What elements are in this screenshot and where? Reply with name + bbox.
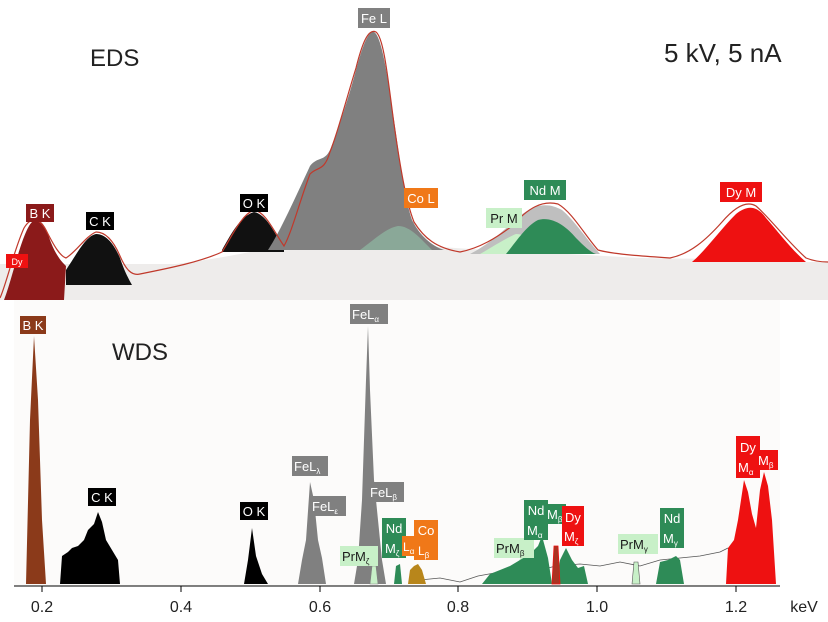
wds-label-fe-l-eta: FeLε — [310, 496, 346, 516]
wds-label-b-k-text: B K — [23, 318, 44, 333]
wds-label-pr-m-gamma: PrMγ — [618, 534, 658, 554]
wds-label-fe-l-eta-text: FeLε — [312, 499, 338, 516]
eds-peak-c-k — [66, 234, 132, 285]
wds-label-pr-m-zeta-text: PrMζ — [342, 549, 370, 566]
wds-label-o-k: O K — [240, 502, 268, 520]
wds-label-co-l-alpha-text: Lα — [403, 540, 415, 556]
eds-spectrum-line — [0, 30, 828, 299]
wds-peak-pr-m-gamma — [631, 561, 641, 585]
eds-peak-b-k — [4, 220, 66, 300]
tick-label-0.8: 0.8 — [447, 599, 469, 616]
wds-title: WDS — [112, 339, 168, 366]
tick-label-0.4: 0.4 — [170, 599, 192, 616]
eds-peak-o-k — [222, 212, 284, 252]
wds-peak-b-k — [26, 336, 46, 584]
eds-peak-fe-l — [268, 31, 444, 251]
eds-label-co-l: Co L — [404, 188, 438, 208]
eds-label-b-k-text: B K — [30, 206, 51, 221]
eds-label-c-k: C K — [86, 212, 114, 230]
wds-label-dy-m-beta: Mβ — [756, 450, 778, 470]
wds-peak-dy-m — [726, 472, 776, 584]
eds-label-nd-m-text: Nd M — [529, 183, 560, 198]
wds-label-b-k: B K — [20, 316, 46, 334]
wds-label-o-k-text: O K — [243, 504, 266, 519]
wds-label-c-k: C K — [88, 488, 116, 506]
eds-background-continuum — [0, 245, 828, 300]
wds-x-axis: 0.2 0.4 0.6 0.8 1.0 1.2 keV — [14, 585, 818, 616]
wds-label-fe-l-beta-text: FeLβ — [370, 485, 397, 502]
eds-label-o-k: O K — [240, 194, 268, 212]
wds-peak-co-l — [408, 564, 426, 584]
wds-label-nd-m-zeta-m: Mζ — [385, 541, 400, 558]
wds-label-nd-m-gamma-m: Mγ — [663, 531, 678, 548]
wds-label-pr-m-gamma-text: PrMγ — [620, 537, 648, 554]
wds-label-pr-m-beta: PrMβ — [494, 538, 534, 558]
wds-label-fe-l-lambda-text: FeLλ — [294, 459, 320, 476]
wds-label-nd-m-alpha: Nd Mα — [524, 500, 548, 540]
eds-label-c-k-text: C K — [89, 214, 111, 229]
wds-label-dy-m-alpha-m: Mα — [738, 460, 754, 477]
wds-baseline — [419, 547, 729, 583]
wds-peak-nd-m-beta — [556, 548, 588, 584]
eds-label-dy: Dy — [6, 254, 28, 268]
wds-peak-dy-m-zeta — [551, 545, 561, 585]
eds-label-dy-text: Dy — [12, 257, 23, 267]
wds-label-pr-m-beta-text: PrMβ — [496, 541, 525, 558]
tick-label-0.2: 0.2 — [31, 599, 53, 616]
wds-label-nd-m-alpha-nd: Nd — [528, 503, 545, 518]
wds-peak-nd-m-alpha — [482, 536, 552, 584]
wds-label-fe-l-alpha: FeLα — [350, 304, 388, 324]
wds-label-co-text: Co — [418, 523, 435, 538]
wds-label-fe-l-alpha-text: FeLα — [352, 307, 379, 324]
wds-label-dy-m-alpha-dy: Dy — [740, 440, 756, 455]
wds-label-nd-m-gamma: Nd Mγ — [660, 508, 684, 548]
wds-label-co-l-beta-text: Lβ — [418, 544, 430, 560]
wds-panel: WDS B K C K O K — [14, 300, 818, 616]
eds-label-b-k: B K — [26, 204, 54, 222]
eds-peak-co-l — [360, 226, 432, 250]
wds-label-fe-l-beta: FeLβ — [368, 482, 404, 502]
wds-label-nd-m-gamma-nd: Nd — [664, 511, 681, 526]
wds-label-pr-m-zeta: PrMζ — [340, 546, 378, 566]
wds-label-dy-m-zeta-m: Mζ — [564, 529, 579, 546]
eds-label-o-k-text: O K — [243, 196, 266, 211]
wds-label-dy-m-zeta: Dy Mζ — [562, 506, 584, 546]
wds-peak-nd-m-gamma — [656, 556, 684, 584]
wds-label-nd-m-beta-text: Mβ — [547, 507, 563, 524]
tick-label-0.6: 0.6 — [309, 599, 331, 616]
eds-label-pr-m-text: Pr M — [490, 211, 517, 226]
x-axis-unit: keV — [790, 599, 818, 616]
wds-peak-o-k — [244, 528, 268, 584]
eds-peak-nd-m — [506, 219, 596, 254]
eds-label-pr-m: Pr M — [486, 208, 522, 228]
eds-label-dy-m: Dy M — [720, 182, 762, 202]
wds-peak-fe-l-alpha — [354, 326, 386, 584]
wds-label-fe-l-lambda: FeLλ — [292, 456, 328, 476]
tick-label-1.0: 1.0 — [586, 599, 608, 616]
eds-peak-dy-m — [692, 207, 806, 262]
wds-label-nd-m-zeta-nd: Nd — [386, 521, 403, 536]
wds-peak-fe-l-lambda — [298, 482, 326, 584]
wds-label-nd-m-alpha-m: Mα — [527, 523, 543, 540]
eds-label-nd-m: Nd M — [524, 180, 566, 200]
wds-label-dy-m-zeta-dy: Dy — [565, 510, 581, 525]
wds-peak-nd-m-zeta — [394, 564, 402, 584]
wds-label-nd-m-beta: Mβ — [546, 504, 566, 524]
tick-label-1.2: 1.2 — [725, 599, 747, 616]
eds-label-fe-l-text: Fe L — [361, 11, 387, 26]
eds-title: EDS — [90, 45, 139, 72]
wds-label-co-l-beta: Co Lβ — [414, 520, 438, 560]
wds-peak-c-k — [60, 512, 120, 584]
wds-label-dy-m-beta-text: Mβ — [758, 453, 774, 470]
eds-panel: EDS 5 kV, 5 nA B K Dy C K O K Fe L Co L — [0, 0, 828, 300]
eds-label-fe-l: Fe L — [358, 8, 390, 28]
eds-label-co-l-text: Co L — [407, 191, 434, 206]
eds-condition: 5 kV, 5 nA — [664, 38, 782, 68]
wds-label-c-k-text: C K — [91, 490, 113, 505]
eds-label-dy-m-text: Dy M — [726, 185, 756, 200]
